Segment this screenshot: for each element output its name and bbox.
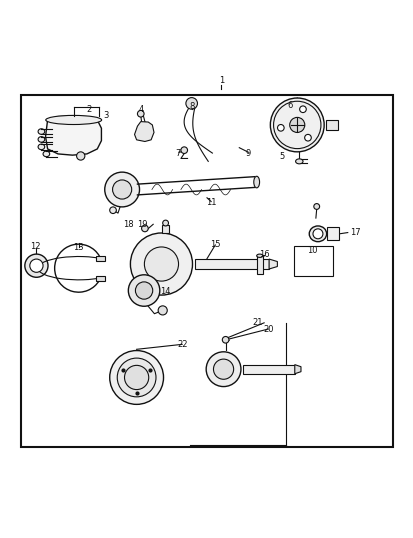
- Bar: [21, 95, 392, 447]
- Text: 18: 18: [123, 220, 133, 229]
- Text: 22: 22: [176, 340, 187, 349]
- Ellipse shape: [43, 151, 50, 157]
- Polygon shape: [294, 365, 300, 374]
- Circle shape: [299, 106, 306, 112]
- Circle shape: [158, 306, 167, 315]
- Text: 12: 12: [30, 242, 40, 251]
- Polygon shape: [268, 259, 277, 269]
- Circle shape: [76, 152, 85, 160]
- Text: 9: 9: [245, 148, 250, 158]
- Circle shape: [117, 358, 156, 397]
- Text: 3: 3: [103, 111, 108, 121]
- Circle shape: [313, 203, 319, 209]
- Bar: [96, 256, 105, 260]
- Circle shape: [124, 365, 148, 390]
- Circle shape: [141, 225, 148, 232]
- Circle shape: [289, 117, 304, 132]
- Polygon shape: [45, 116, 101, 155]
- Circle shape: [206, 352, 240, 387]
- Bar: [194, 259, 268, 269]
- Bar: [162, 225, 169, 233]
- Ellipse shape: [38, 129, 45, 134]
- Circle shape: [130, 233, 192, 295]
- Circle shape: [312, 229, 322, 239]
- Text: 1: 1: [218, 76, 223, 85]
- Circle shape: [137, 110, 144, 117]
- Text: 17: 17: [349, 228, 360, 237]
- Ellipse shape: [256, 254, 262, 257]
- Text: 14: 14: [160, 287, 171, 296]
- Circle shape: [162, 220, 168, 226]
- Text: 11: 11: [205, 199, 216, 207]
- Circle shape: [25, 254, 48, 277]
- Bar: [325, 120, 337, 130]
- Circle shape: [213, 359, 233, 379]
- Ellipse shape: [38, 137, 45, 142]
- Ellipse shape: [253, 176, 259, 188]
- Circle shape: [135, 282, 152, 299]
- Text: 4: 4: [138, 105, 143, 114]
- Text: 6: 6: [287, 101, 292, 110]
- Ellipse shape: [295, 159, 302, 164]
- Text: 2: 2: [86, 105, 91, 114]
- Circle shape: [112, 180, 131, 199]
- Text: 19: 19: [137, 220, 148, 229]
- Bar: [242, 365, 294, 374]
- Circle shape: [144, 247, 178, 281]
- Circle shape: [304, 134, 311, 141]
- Text: 7: 7: [175, 148, 180, 158]
- Bar: [326, 227, 339, 240]
- Text: 20: 20: [262, 324, 273, 334]
- Ellipse shape: [46, 116, 102, 124]
- Circle shape: [128, 275, 159, 306]
- Bar: [256, 256, 262, 274]
- Text: 10: 10: [306, 246, 317, 255]
- Ellipse shape: [38, 144, 45, 150]
- Text: 15: 15: [209, 240, 220, 250]
- Circle shape: [277, 124, 283, 131]
- Bar: [96, 276, 105, 281]
- Circle shape: [222, 336, 228, 343]
- Text: 21: 21: [252, 318, 263, 327]
- Circle shape: [180, 147, 187, 153]
- Text: 13: 13: [73, 243, 84, 252]
- Polygon shape: [134, 122, 154, 141]
- Circle shape: [30, 259, 43, 272]
- Bar: [293, 246, 332, 276]
- Circle shape: [270, 98, 323, 152]
- Circle shape: [109, 207, 116, 214]
- Circle shape: [109, 351, 163, 405]
- Circle shape: [104, 172, 139, 207]
- Text: 5: 5: [278, 152, 283, 161]
- Circle shape: [185, 97, 197, 109]
- Text: 16: 16: [258, 250, 269, 259]
- Ellipse shape: [309, 226, 326, 242]
- Text: 8: 8: [190, 102, 195, 111]
